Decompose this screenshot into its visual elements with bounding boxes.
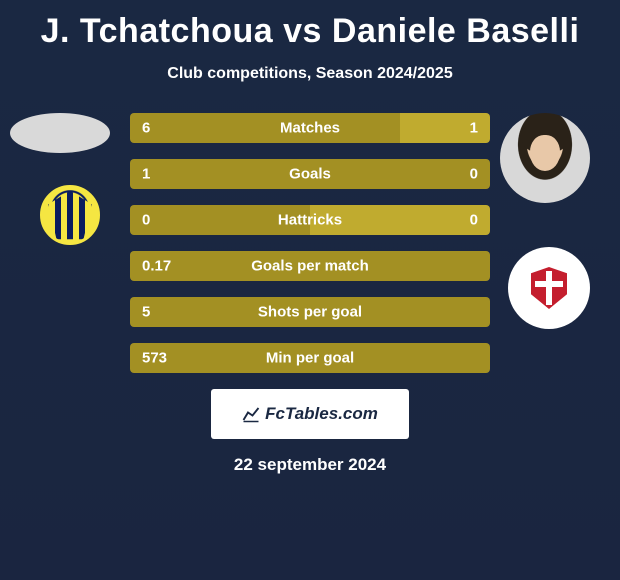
como-crest-icon — [531, 267, 567, 309]
player-left-club-badge — [40, 185, 100, 245]
page-title: J. Tchatchoua vs Daniele Baselli — [0, 0, 620, 51]
attribution-badge: FcTables.com — [211, 389, 409, 439]
stat-value-left: 6 — [142, 120, 150, 137]
stat-value-left: 5 — [142, 304, 150, 321]
stat-value-right: 0 — [470, 212, 478, 229]
stat-row-shots-per-goal: 5 Shots per goal — [130, 297, 490, 327]
stat-label: Min per goal — [266, 350, 354, 367]
stat-value-right: 0 — [470, 166, 478, 183]
crest-cross-v — [546, 271, 552, 305]
stat-value-left: 573 — [142, 350, 167, 367]
stat-bar-left — [130, 113, 400, 143]
player-right-avatar — [500, 113, 590, 203]
crest-cross-h — [535, 281, 563, 287]
stat-row-matches: 6 Matches 1 — [130, 113, 490, 143]
subtitle: Club competitions, Season 2024/2025 — [0, 65, 620, 83]
player-left-avatar — [10, 113, 110, 153]
avatar-face — [530, 135, 560, 171]
stat-row-min-per-goal: 573 Min per goal — [130, 343, 490, 373]
date-text: 22 september 2024 — [0, 455, 620, 475]
stat-label: Goals — [289, 166, 331, 183]
stat-label: Hattricks — [278, 212, 342, 229]
stat-value-left: 0.17 — [142, 258, 171, 275]
chart-icon — [242, 405, 260, 423]
player-right-club-badge — [508, 247, 590, 329]
attribution-text: FcTables.com — [265, 404, 378, 424]
stat-row-hattricks: 0 Hattricks 0 — [130, 205, 490, 235]
stat-label: Shots per goal — [258, 304, 362, 321]
stat-bars-container: 6 Matches 1 1 Goals 0 0 Hattricks 0 0.17… — [130, 113, 490, 373]
stat-value-left: 0 — [142, 212, 150, 229]
hellas-verona-crest-icon — [43, 188, 97, 242]
stat-label: Matches — [280, 120, 340, 137]
comparison-content: 6 Matches 1 1 Goals 0 0 Hattricks 0 0.17… — [0, 113, 620, 475]
stat-value-left: 1 — [142, 166, 150, 183]
stat-row-goals: 1 Goals 0 — [130, 159, 490, 189]
stat-row-goals-per-match: 0.17 Goals per match — [130, 251, 490, 281]
stat-value-right: 1 — [470, 120, 478, 137]
stat-label: Goals per match — [251, 258, 369, 275]
